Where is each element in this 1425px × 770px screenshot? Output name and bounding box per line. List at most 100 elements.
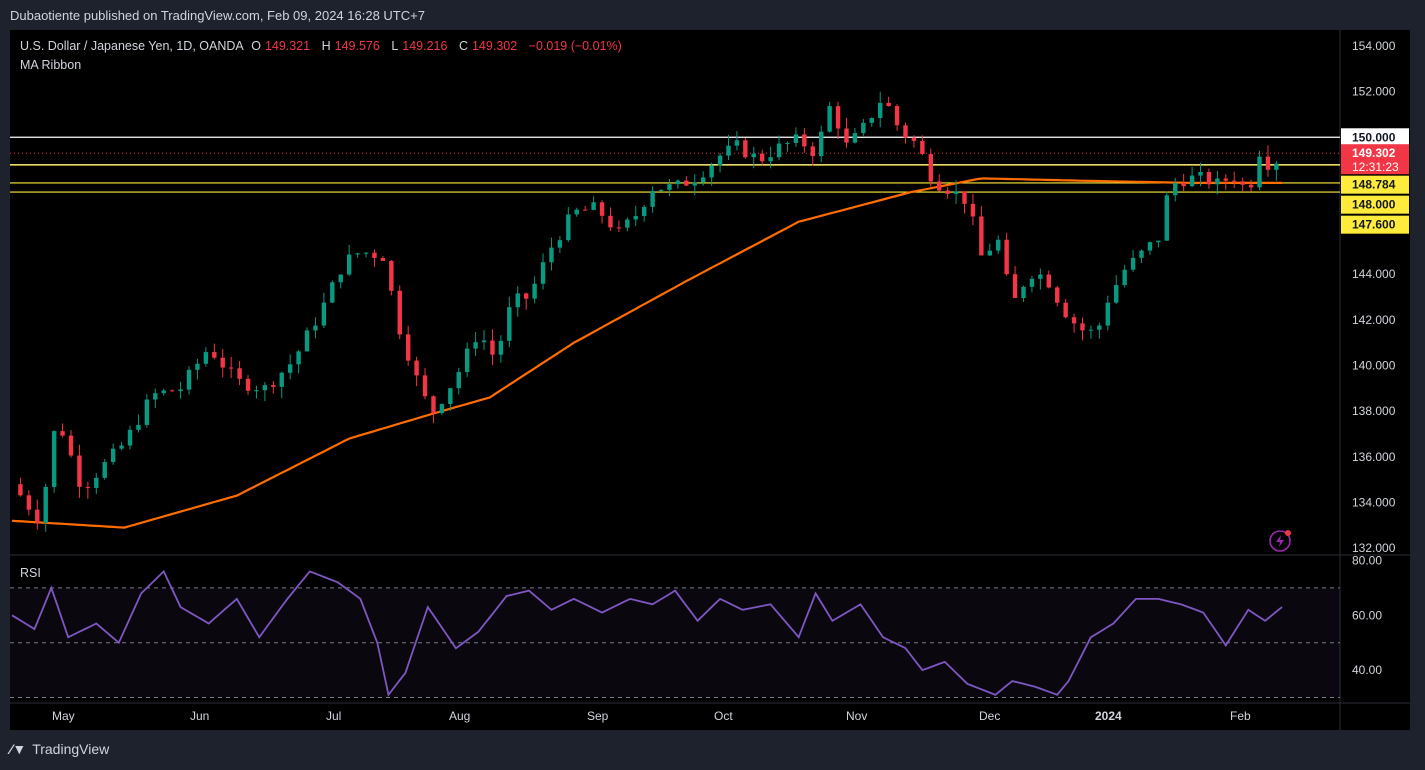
candle-down (894, 106, 900, 126)
candle-up (1189, 175, 1195, 187)
candle-up (363, 252, 369, 254)
candle-up (439, 404, 445, 414)
candle-up (819, 131, 824, 157)
candle-up (709, 165, 714, 178)
candle-down (372, 252, 377, 258)
candle-up (540, 262, 546, 284)
candle-up (591, 202, 596, 210)
high-key: H (321, 39, 331, 53)
candle-up (1105, 302, 1110, 326)
candle-up (532, 283, 537, 299)
candle-up (127, 429, 133, 446)
candle-down (937, 181, 942, 191)
candle-up (734, 140, 740, 146)
high-value: 149.576 (334, 39, 380, 53)
candle-up (1164, 195, 1170, 241)
alert-icon[interactable] (1269, 530, 1291, 552)
candle-down (85, 486, 91, 488)
candle-up (852, 133, 858, 143)
candle-down (77, 455, 82, 487)
candle-up (861, 122, 866, 134)
candle-down (1265, 156, 1271, 170)
price-tick-label: 134.000 (1352, 496, 1396, 510)
candle-up (448, 388, 453, 405)
price-tick-label: 132.000 (1352, 541, 1396, 555)
candle-down (405, 334, 411, 361)
candle-up (1156, 240, 1161, 243)
price-tick-label: 138.000 (1352, 404, 1396, 418)
candle-down (1232, 180, 1237, 182)
candle-down (616, 227, 622, 229)
candle-down (380, 257, 386, 261)
candle-up (153, 393, 158, 400)
candle-up (658, 189, 664, 191)
candle-up (869, 117, 874, 123)
close-value: 149.302 (471, 39, 518, 53)
candle-up (692, 182, 697, 186)
candle-up (793, 134, 799, 143)
candle-up (557, 240, 563, 248)
candle-up (574, 209, 579, 215)
low-value: 149.216 (402, 39, 448, 53)
candle-up (338, 274, 343, 283)
candle-up (94, 477, 99, 488)
candle-up (110, 448, 116, 463)
candle-down (220, 357, 225, 368)
symbol-name[interactable]: U.S. Dollar / Japanese Yen, 1D, OANDA (20, 39, 244, 53)
change-value: −0.019 (−0.01%) (528, 39, 622, 53)
candle-up (785, 142, 790, 144)
candle-down (245, 378, 251, 391)
rsi-tick-label: 80.00 (1352, 553, 1382, 567)
price-tick-label: 154.000 (1352, 39, 1396, 53)
rsi-label[interactable]: RSI (20, 566, 41, 580)
candle-down (844, 128, 849, 143)
candle-up (987, 250, 992, 256)
candle-up (700, 177, 706, 183)
level-tag-bg (1341, 215, 1409, 234)
candle-down (389, 260, 394, 291)
candle-up (641, 206, 647, 217)
time-tick-label: Dec (979, 709, 1000, 723)
candle-up (102, 462, 107, 478)
time-tick-label: Feb (1230, 709, 1251, 723)
price-tick-label: 152.000 (1352, 85, 1396, 99)
candle-down (1012, 274, 1018, 299)
candle-up (498, 340, 504, 355)
level-tag: 148.000 (1352, 198, 1396, 212)
candle-down (743, 140, 748, 158)
candle-down (490, 340, 495, 355)
candle-down (608, 215, 613, 228)
candle-down (1055, 287, 1060, 303)
candle-down (1206, 171, 1212, 185)
candle-up (726, 145, 731, 156)
candle-up (667, 184, 672, 190)
candle-down (835, 106, 841, 129)
candle-down (928, 154, 933, 182)
candle-up (1029, 278, 1035, 287)
candle-up (827, 106, 832, 132)
indicator-label[interactable]: MA Ribbon (20, 58, 82, 72)
candle-down (1071, 317, 1077, 324)
price-tags-layer: 150.000148.800148.784148.000147.600149.3… (1341, 128, 1409, 234)
candle-down (431, 396, 436, 414)
candle-up (51, 431, 57, 487)
time-tick-label: Oct (714, 709, 733, 723)
candle-up (549, 247, 554, 263)
candle-up (313, 325, 318, 331)
level-lines (10, 136, 1340, 193)
chart-frame[interactable] (10, 30, 1410, 730)
candle-down (18, 484, 23, 496)
brand-name: TradingView (32, 741, 110, 757)
candle-down (802, 134, 807, 147)
candle-down (970, 203, 976, 217)
footer[interactable]: ⁄▼ TradingView (10, 741, 109, 757)
countdown-tag: 12:31:23 (1352, 160, 1399, 174)
candle-down (979, 216, 984, 256)
candle-down (1223, 178, 1229, 181)
candle-down (1248, 184, 1254, 188)
low-key: L (391, 39, 399, 53)
candle-up (751, 153, 756, 158)
candle-down (237, 368, 242, 379)
candle-up (515, 293, 520, 308)
